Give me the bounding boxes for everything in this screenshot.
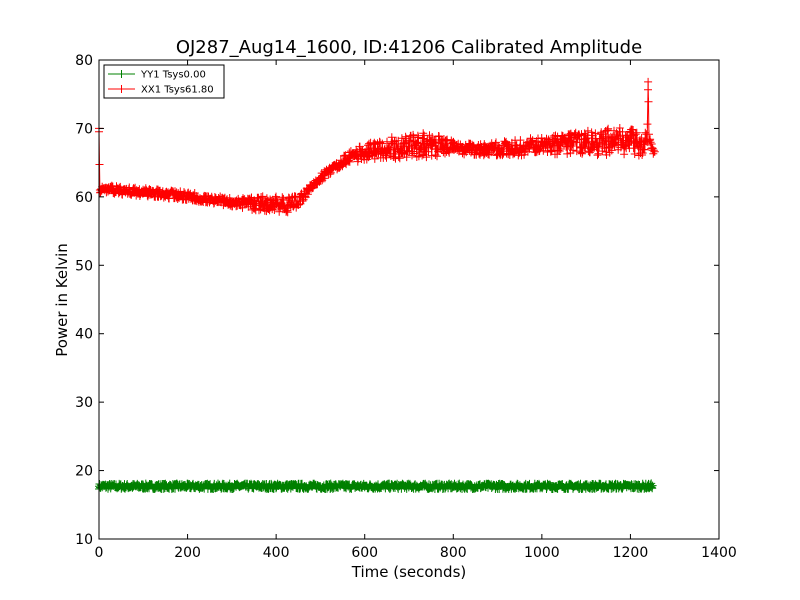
legend-label-yy1: YY1 Tsys0.00 [140,70,206,81]
legend: YY1 Tsys0.00 XX1 Tsys61.80 [103,64,225,99]
y-tick-label: 20 [75,464,93,480]
x-tick-label: 600 [351,545,378,561]
y-tick-label: 50 [75,258,93,274]
x-tick-label: 200 [174,545,201,561]
x-tick-label: 800 [440,545,467,561]
x-tick-label: 1200 [613,545,649,561]
legend-label-xx1: XX1 Tsys61.80 [141,85,214,96]
x-tick-label: 1000 [524,545,560,561]
chart-title: OJ287_Aug14_1600, ID:41206 Calibrated Am… [176,37,642,58]
legend-marker-xx1 [117,85,126,93]
y-axis-label: Power in Kelvin [53,243,71,357]
series-0 [95,479,657,493]
y-tick-label: 80 [75,53,93,69]
x-axis-ticks: 0 200 400 600 800 1000 1200 1400 [95,60,737,561]
y-axis-ticks: 10 20 30 40 50 60 70 80 [75,53,719,548]
y-tick-label: 70 [75,121,93,137]
x-tick-label: 400 [263,545,290,561]
y-tick-label: 60 [75,190,93,206]
plot-frame [98,59,720,540]
x-axis-label: Time (seconds) [351,563,467,581]
y-tick-label: 40 [75,327,93,343]
y-tick-label: 10 [75,532,93,548]
legend-marker-yy1 [117,70,126,78]
x-tick-label: 1400 [701,545,737,561]
legend-box [103,64,225,99]
x-tick-label: 0 [95,545,104,561]
y-tick-label: 30 [75,395,93,411]
